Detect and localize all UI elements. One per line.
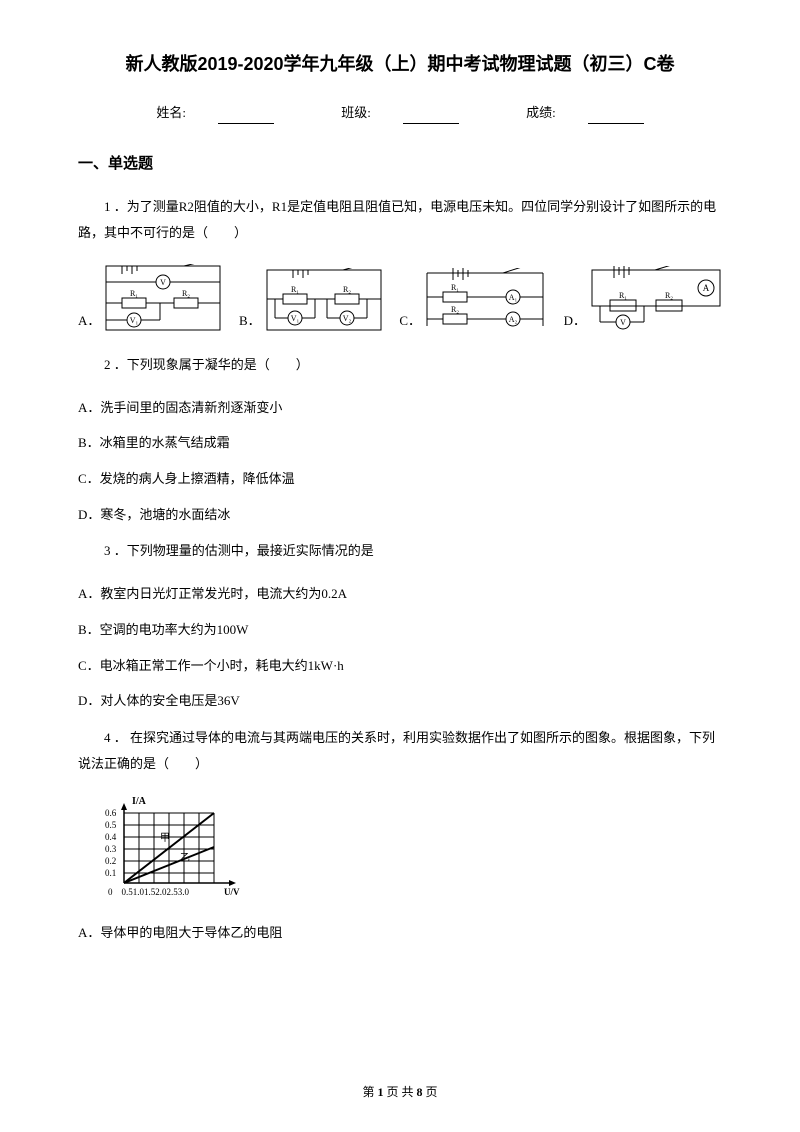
circuit-option-c: C． R₁ A₁ R₂ A₂	[399, 268, 547, 332]
svg-text:R₁: R₁	[451, 283, 459, 292]
svg-text:V₁: V₁	[130, 316, 139, 325]
svg-text:R₁: R₁	[130, 289, 138, 298]
circuit-diagram-a: V R₁ R₂ V₁	[104, 264, 222, 332]
svg-text:R₁: R₁	[619, 291, 627, 300]
svg-text:R₂: R₂	[182, 289, 190, 298]
svg-text:I/A: I/A	[132, 796, 147, 807]
svg-text:A₂: A₂	[509, 315, 518, 324]
svg-text:0.1: 0.1	[105, 868, 116, 878]
option-label-a: A．	[78, 311, 100, 332]
svg-text:0.5: 0.5	[105, 820, 117, 830]
circuit-diagram-c: R₁ A₁ R₂ A₂	[425, 268, 547, 332]
svg-text:U/V: U/V	[224, 887, 240, 897]
svg-text:V₂: V₂	[342, 314, 351, 323]
option-label-b: B．	[239, 311, 261, 332]
class-label: 班级:	[341, 105, 371, 120]
question-2: 2 ．下列现象属于凝华的是（ ）	[78, 352, 722, 378]
q4-option-a: A．导体甲的电阻大于导体乙的电阻	[78, 921, 722, 946]
q3-option-a: A．教室内日光灯正常发光时，电流大约为0.2A	[78, 582, 722, 607]
svg-text:A: A	[703, 283, 710, 293]
svg-text:A₁: A₁	[509, 293, 518, 302]
section-header-1: 一、单选题	[78, 152, 722, 176]
q2-option-c: C．发烧的病人身上擦酒精，降低体温	[78, 467, 722, 492]
option-label-d: D．	[564, 311, 586, 332]
page-title: 新人教版2019-2020学年九年级（上）期中考试物理试题（初三）C卷	[78, 50, 722, 79]
option-label-c: C．	[399, 311, 421, 332]
q3-option-c: C．电冰箱正常工作一个小时，耗电大约1kW·h	[78, 654, 722, 679]
svg-text:0.6: 0.6	[105, 808, 117, 818]
class-field[interactable]	[403, 110, 459, 124]
meta-row: 姓名: 班级: 成绩:	[78, 103, 722, 124]
svg-text:0.3: 0.3	[105, 844, 117, 854]
name-label: 姓名:	[156, 105, 186, 120]
q2-option-d: D．寒冬，池塘的水面结冰	[78, 503, 722, 528]
svg-text:甲: 甲	[160, 833, 170, 844]
svg-text:R₁: R₁	[291, 285, 299, 294]
question-1: 1 ．为了测量R2阻值的大小，R1是定值电阻且阻值已知，电源电压未知。四位同学分…	[78, 194, 722, 246]
q3-option-d: D．对人体的安全电压是36V	[78, 689, 722, 714]
q3-option-b: B．空调的电功率大约为100W	[78, 618, 722, 643]
svg-text:0 0.51.01.52.02.53.0: 0 0.51.01.52.02.53.0	[108, 887, 190, 897]
score-field[interactable]	[588, 110, 644, 124]
circuit-option-b: B． R₁ R₂ V₁ V₂	[239, 268, 383, 332]
iv-graph-svg: I/A 0.6 0.5 0.4 0.3 0.2 0.1 甲 乙 0 0.51.0…	[102, 795, 252, 900]
circuit-option-d: D． A R₁ R₂ V	[564, 266, 722, 332]
svg-text:0.2: 0.2	[105, 856, 116, 866]
question-4: 4 ． 在探究通过导体的电流与其两端电压的关系时，利用实验数据作出了如图所示的图…	[78, 725, 722, 777]
svg-text:R₂: R₂	[451, 305, 459, 314]
svg-text:V: V	[161, 278, 167, 287]
svg-text:乙: 乙	[180, 852, 190, 864]
svg-text:V₁: V₁	[290, 314, 299, 323]
q2-option-b: B．冰箱里的水蒸气结成霜	[78, 431, 722, 456]
svg-text:0.4: 0.4	[105, 832, 117, 842]
question-3: 3 ．下列物理量的估测中，最接近实际情况的是	[78, 538, 722, 564]
name-field[interactable]	[218, 110, 274, 124]
circuit-option-a: A． V R₁ R₂ V₁	[78, 264, 222, 332]
page-footer: 第 1 页 共 8 页	[0, 1083, 800, 1102]
circuit-options-row: A． V R₁ R₂ V₁ B． R₁ R₂ V₁ V₂	[78, 264, 722, 332]
svg-text:R₂: R₂	[343, 285, 351, 294]
iv-graph: I/A 0.6 0.5 0.4 0.3 0.2 0.1 甲 乙 0 0.51.0…	[102, 795, 722, 907]
svg-text:V: V	[620, 318, 626, 327]
q2-option-a: A．洗手间里的固态清新剂逐渐变小	[78, 396, 722, 421]
circuit-diagram-b: R₁ R₂ V₁ V₂	[265, 268, 383, 332]
svg-text:R₂: R₂	[665, 291, 673, 300]
circuit-diagram-d: A R₁ R₂ V	[590, 266, 722, 332]
score-label: 成绩:	[526, 105, 556, 120]
